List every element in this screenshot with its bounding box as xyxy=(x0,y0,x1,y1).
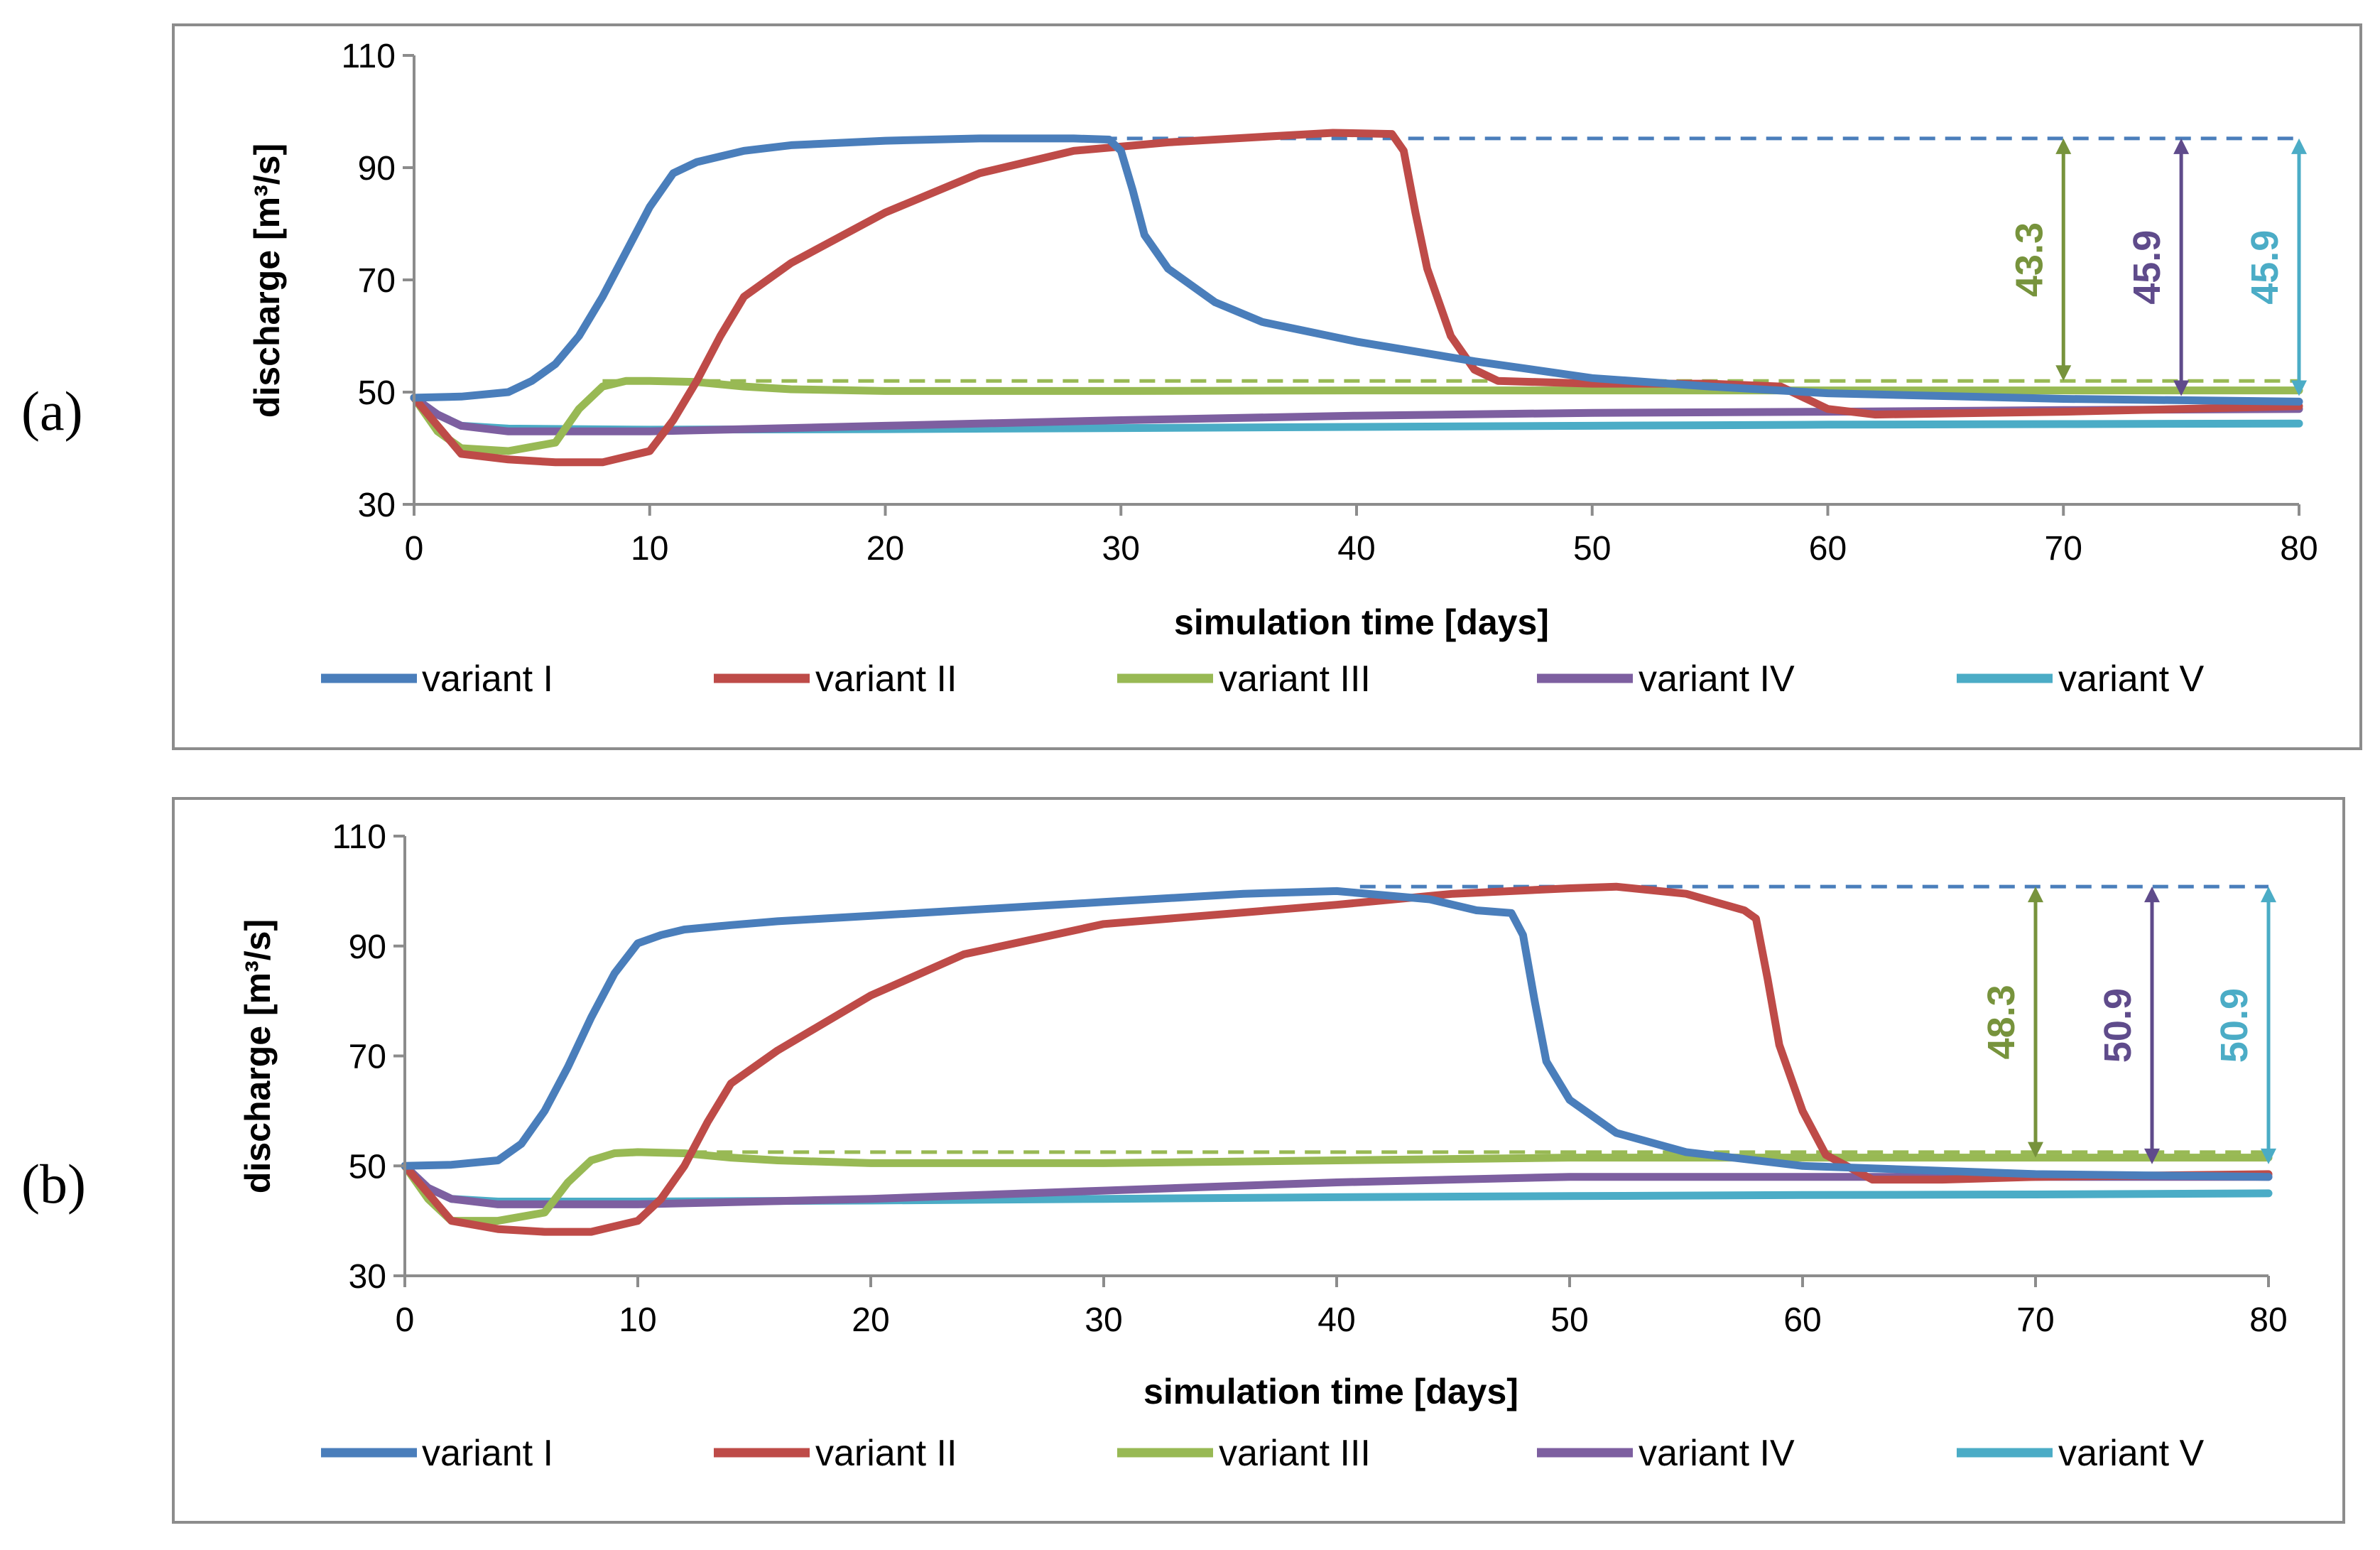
difference-label: 48.3 xyxy=(1980,985,2023,1059)
legend-item-variant-i: variant I xyxy=(321,659,553,700)
series-line-variant-ii xyxy=(401,882,2273,1236)
difference-label: 45.9 xyxy=(2126,230,2168,305)
panel-label: (b) xyxy=(21,1153,86,1215)
legend-item-variant-iii: variant III xyxy=(1117,1433,1371,1474)
arrow-head-up xyxy=(2291,138,2307,154)
difference-arrow: 45.9 xyxy=(2244,138,2307,396)
plot-area: 43.3 45.9 45.9 30 50 70 90 110 0 10 20 30 40 50 60 70 8… xyxy=(341,38,2317,568)
x-tick-label: 20 xyxy=(852,1301,889,1339)
legend: variant I variant II variant III variant… xyxy=(321,659,2205,700)
difference-arrow: 48.3 xyxy=(1980,887,2043,1158)
x-tick-label: 50 xyxy=(1550,1301,1588,1339)
y-tick-label: 50 xyxy=(349,1148,386,1186)
legend-item-variant-iv: variant IV xyxy=(1537,1433,1795,1474)
difference-arrow: 50.9 xyxy=(2213,887,2276,1164)
arrow-head-down xyxy=(2173,380,2190,396)
y-tick-label: 90 xyxy=(349,928,386,966)
arrow-head-up xyxy=(2261,887,2276,903)
x-tick-label: 80 xyxy=(2249,1301,2287,1339)
x-tick-label: 30 xyxy=(1085,1301,1122,1339)
difference-arrow: 50.9 xyxy=(2097,887,2160,1164)
legend-label: variant V xyxy=(2058,1433,2205,1474)
arrow-head-down xyxy=(2055,365,2072,381)
arrow-head-down xyxy=(2261,1148,2276,1164)
difference-label: 43.3 xyxy=(2008,222,2050,297)
legend-label: variant III xyxy=(1219,659,1371,700)
y-tick-label: 30 xyxy=(349,1258,386,1296)
legend-label: variant IV xyxy=(1639,1433,1795,1474)
series-line-variant-iii xyxy=(401,1148,2273,1225)
legend-label: variant V xyxy=(2058,659,2205,700)
difference-label: 50.9 xyxy=(2213,988,2256,1063)
y-tick-label: 50 xyxy=(358,374,396,412)
y-tick-label: 90 xyxy=(358,150,396,188)
panel-b: (b) 48.3 50.9 50.9 30 50 70 90 110 0 10 20 30 40 50 6… xyxy=(21,797,2345,1524)
legend: variant I variant II variant III variant… xyxy=(321,1433,2205,1474)
y-tick-label: 110 xyxy=(332,818,386,856)
arrow-head-up xyxy=(2055,138,2072,154)
x-tick-label: 70 xyxy=(2016,1301,2054,1339)
panel-label: (a) xyxy=(21,380,83,442)
legend-label: variant I xyxy=(422,659,553,700)
arrow-head-down xyxy=(2291,380,2307,396)
legend-label: variant I xyxy=(422,1433,553,1474)
x-tick-label: 0 xyxy=(396,1301,415,1339)
legend-label: variant III xyxy=(1219,1433,1371,1474)
difference-arrow: 45.9 xyxy=(2126,138,2190,396)
y-tick-label: 110 xyxy=(341,38,396,75)
legend-label: variant II xyxy=(815,659,957,700)
x-tick-label: 10 xyxy=(619,1301,656,1339)
difference-arrow: 43.3 xyxy=(2008,138,2072,381)
series-line-variant-i xyxy=(410,134,2303,406)
x-axis-title: simulation time [days] xyxy=(1143,1372,1518,1411)
plot-area: 48.3 50.9 50.9 30 50 70 90 110 0 10 20 30 40 50 60 70 8… xyxy=(332,818,2287,1339)
arrow-head-up xyxy=(2173,138,2190,154)
legend-item-variant-iv: variant IV xyxy=(1537,659,1795,700)
legend-item-variant-iii: variant III xyxy=(1117,659,1371,700)
legend-label: variant II xyxy=(815,1433,957,1474)
legend-item-variant-v: variant V xyxy=(1957,1433,2205,1474)
legend-item-variant-i: variant I xyxy=(321,1433,553,1474)
legend-label: variant IV xyxy=(1639,659,1795,700)
arrow-head-down xyxy=(2028,1142,2043,1158)
legend-item-variant-ii: variant II xyxy=(714,1433,957,1474)
x-tick-label: 50 xyxy=(1573,530,1611,568)
arrow-head-down xyxy=(2144,1148,2160,1164)
y-axis-title: discharge [m³/s] xyxy=(238,919,278,1193)
x-tick-label: 40 xyxy=(1317,1301,1355,1339)
series-line-variant-i xyxy=(401,887,2273,1181)
x-axis-title: simulation time [days] xyxy=(1174,602,1549,642)
arrow-head-up xyxy=(2144,887,2160,903)
x-tick-label: 70 xyxy=(2045,530,2082,568)
arrow-head-up xyxy=(2028,887,2043,903)
x-tick-label: 60 xyxy=(1783,1301,1821,1339)
x-tick-label: 80 xyxy=(2280,530,2317,568)
x-tick-label: 40 xyxy=(1337,530,1375,568)
y-tick-label: 70 xyxy=(349,1039,386,1076)
legend-item-variant-v: variant V xyxy=(1957,659,2205,700)
x-tick-label: 20 xyxy=(866,530,904,568)
difference-label: 45.9 xyxy=(2244,230,2286,305)
legend-item-variant-ii: variant II xyxy=(714,659,957,700)
y-axis-title: discharge [m³/s] xyxy=(247,143,287,418)
panel-a: (a) 43.3 45.9 45.9 30 50 70 90 110 0 10 20 30 40 50 6… xyxy=(21,23,2362,750)
y-tick-label: 70 xyxy=(358,262,396,300)
x-tick-label: 10 xyxy=(631,530,668,568)
x-tick-label: 0 xyxy=(405,530,424,568)
y-tick-label: 30 xyxy=(358,487,396,524)
series-line-variant-iv xyxy=(401,1161,2273,1208)
difference-label: 50.9 xyxy=(2097,988,2139,1063)
x-tick-label: 30 xyxy=(1102,530,1140,568)
x-tick-label: 60 xyxy=(1809,530,1847,568)
